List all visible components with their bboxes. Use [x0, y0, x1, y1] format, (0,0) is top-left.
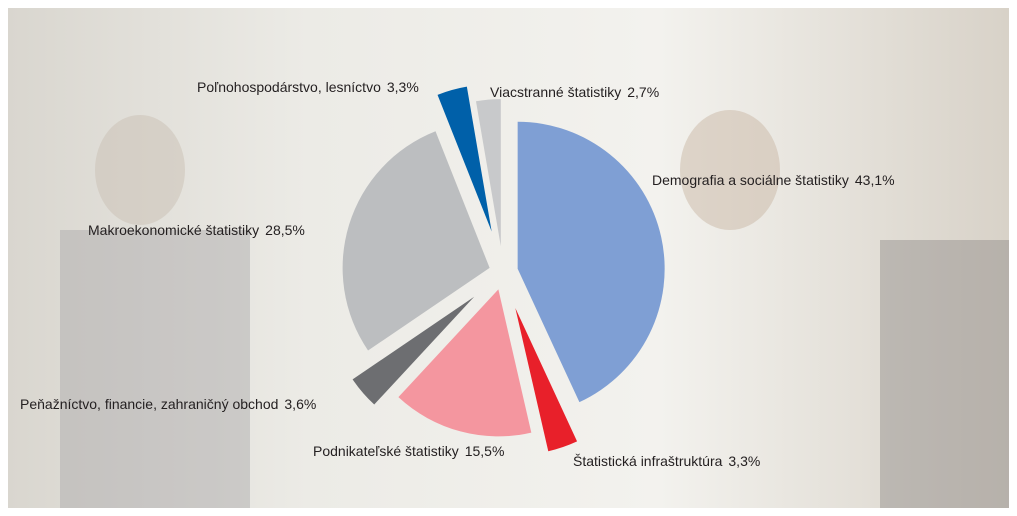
slice-label: Demografia a sociálne štatistiky 43,1% — [652, 172, 895, 188]
slice-value: 3,3% — [728, 453, 760, 469]
slice-label: Poľnohospodárstvo, lesníctvo 3,3% — [197, 79, 419, 95]
photo-shape — [95, 115, 185, 225]
slice-value: 28,5% — [265, 222, 305, 238]
slice-name: Peňažníctvo, financie, zahraničný obchod — [20, 396, 278, 412]
slice-value: 15,5% — [465, 443, 505, 459]
slice-label: Makroekonomické štatistiky 28,5% — [88, 222, 305, 238]
pie-slice — [515, 307, 578, 452]
pie-slice — [398, 289, 532, 437]
slice-value: 3,3% — [387, 79, 419, 95]
photo-shape — [880, 240, 1009, 508]
photo-shape — [60, 230, 250, 508]
pie-slice — [517, 121, 665, 403]
pie-slice — [475, 99, 501, 247]
slice-label: Štatistická infraštruktúra 3,3% — [573, 453, 760, 469]
slice-label: Viacstranné štatistiky 2,7% — [490, 84, 659, 100]
slice-value: 43,1% — [855, 172, 895, 188]
pie-slice — [352, 296, 475, 405]
slice-name: Štatistická infraštruktúra — [573, 453, 723, 469]
slice-value: 2,7% — [627, 84, 659, 100]
slice-name: Poľnohospodárstvo, lesníctvo — [197, 79, 381, 95]
pie — [342, 86, 665, 452]
slice-name: Viacstranné štatistiky — [490, 84, 621, 100]
slice-value: 3,6% — [284, 396, 316, 412]
slice-name: Podnikateľské štatistiky — [313, 443, 459, 459]
pie-slice — [342, 131, 490, 351]
slice-name: Demografia a sociálne štatistiky — [652, 172, 849, 188]
pie-slice — [437, 86, 492, 232]
slice-label: Peňažníctvo, financie, zahraničný obchod… — [20, 396, 316, 412]
slice-label: Podnikateľské štatistiky 15,5% — [313, 443, 504, 459]
slice-name: Makroekonomické štatistiky — [88, 222, 259, 238]
photo-shape — [680, 110, 780, 230]
